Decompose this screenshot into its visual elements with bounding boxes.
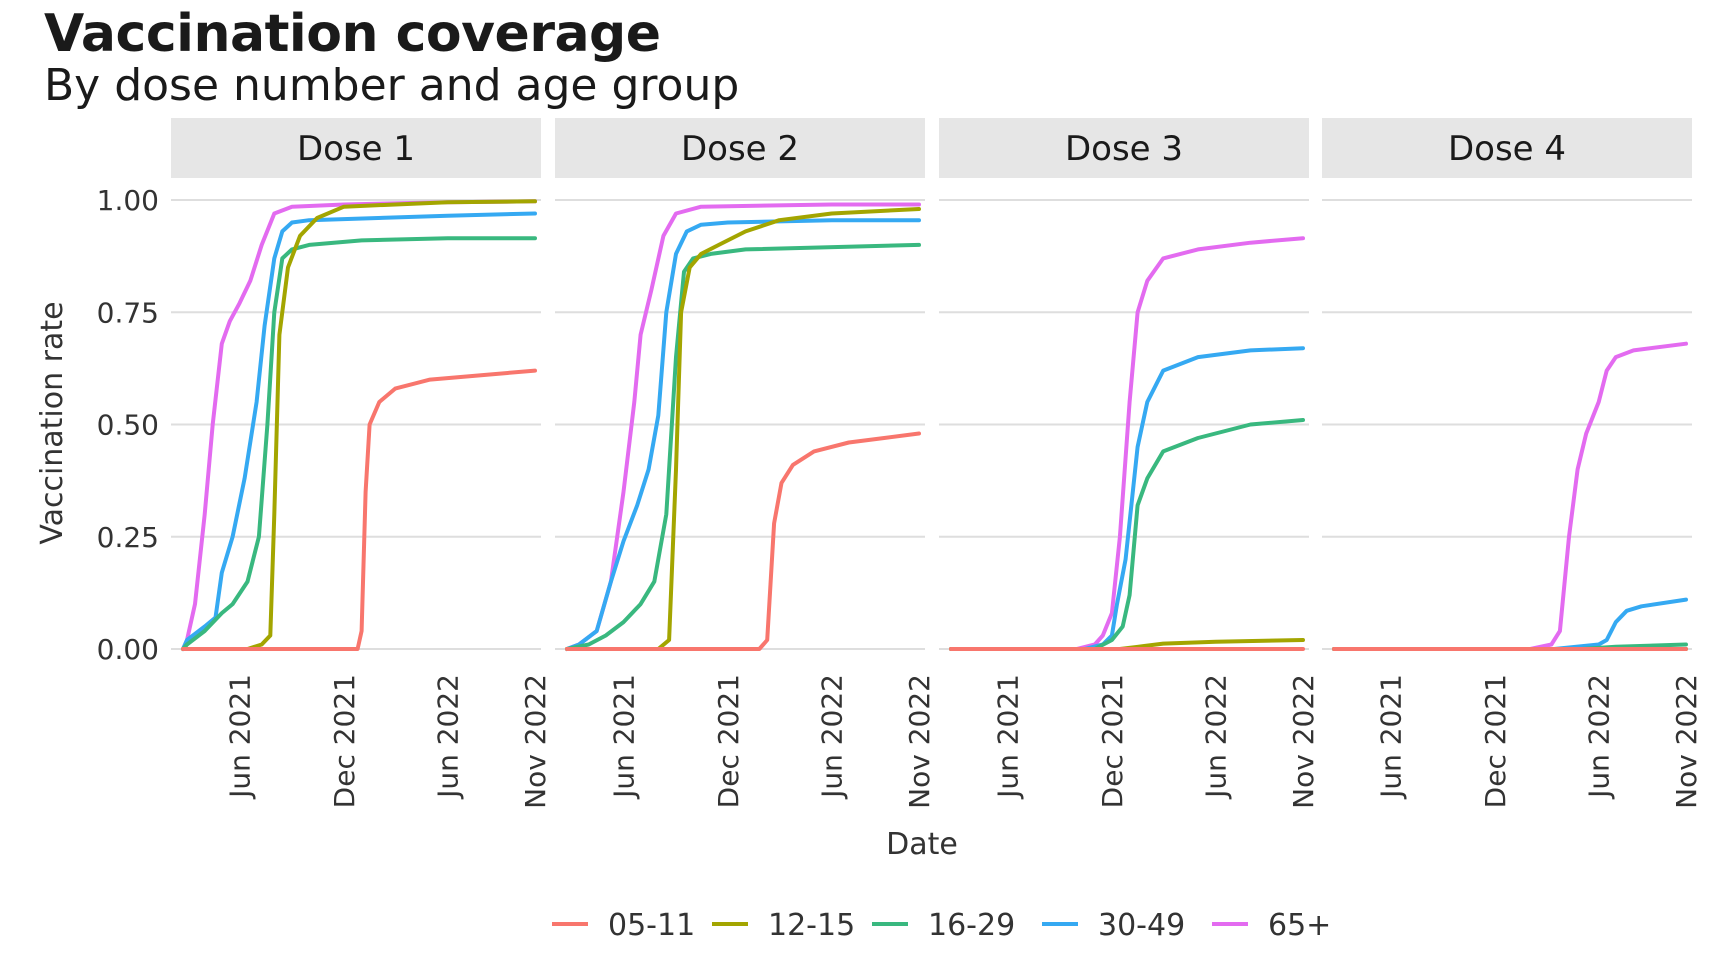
facet-strip-label: Dose 3 — [1065, 129, 1183, 169]
x-tick-label: Dec 2021 — [712, 674, 745, 808]
series-line-05-11 — [181, 368, 537, 651]
x-tick-label: Jun 2022 — [1200, 674, 1233, 800]
facets-layer: Dose 1 0.00 0.25 0.50 0.75 1.00 Jun 2021 Dec 20… — [97, 118, 1703, 809]
legend-label: 65+ — [1268, 908, 1331, 943]
facet-strip — [939, 118, 1309, 178]
series-line-12-15 — [181, 199, 537, 651]
x-tick-label: Nov 2022 — [1670, 674, 1703, 809]
x-tick-label: Jun 2021 — [991, 674, 1024, 800]
facet-strip-label: Dose 2 — [681, 129, 799, 169]
x-tick-label: Dec 2021 — [1479, 674, 1512, 808]
y-tick-label: 0.00 — [97, 633, 159, 666]
legend-item-12-15: 12-15 — [712, 908, 855, 943]
x-tick-label: Nov 2022 — [1287, 674, 1320, 809]
legend: 05-11 12-15 16-29 30-49 65+ — [552, 908, 1331, 943]
y-tick-label: 0.25 — [97, 521, 159, 554]
y-tick-label: 1.00 — [97, 184, 159, 217]
facet-panel-4: Dose 4 Jun 2021 Dec 2021 Jun 2022 Nov 2022 — [1322, 118, 1703, 809]
facet-panel-1: Dose 1 0.00 0.25 0.50 0.75 1.00 Jun 2021 Dec 20… — [97, 118, 552, 809]
legend-label: 05-11 — [608, 908, 695, 943]
x-tick-label: Nov 2022 — [903, 674, 936, 809]
series-line-16-29 — [181, 236, 537, 651]
series-line-30-49 — [565, 218, 921, 651]
legend-label: 16-29 — [928, 908, 1015, 943]
series-line-16-29 — [949, 418, 1305, 651]
facet-strip — [555, 118, 925, 178]
legend-label: 30-49 — [1098, 908, 1185, 943]
facet-strip — [1322, 118, 1692, 178]
legend-item-30-49: 30-49 — [1042, 908, 1185, 943]
x-tick-label: Jun 2022 — [1583, 674, 1616, 800]
series-line-30-49 — [1332, 597, 1688, 651]
x-tick-label: Jun 2022 — [432, 674, 465, 800]
facet-strip — [171, 118, 541, 178]
x-tick-label: Jun 2021 — [1374, 674, 1407, 800]
facet-panel-2: Dose 2 Jun 2021 Dec 2021 Jun 2022 Nov 2022 — [555, 118, 936, 809]
facet-strip-label: Dose 4 — [1448, 129, 1566, 169]
facet-panel-3: Dose 3 Jun 2021 Dec 2021 Jun 2022 Nov 2022 — [939, 118, 1320, 809]
x-tick-label: Jun 2021 — [607, 674, 640, 800]
y-tick-label: 0.50 — [97, 409, 159, 442]
series-line-05-11 — [565, 431, 921, 651]
series-line-65plus — [181, 199, 537, 651]
legend-item-16-29: 16-29 — [872, 908, 1015, 943]
x-tick-label: Dec 2021 — [328, 674, 361, 808]
series-line-30-49 — [181, 211, 537, 651]
series-line-16-29 — [565, 242, 921, 651]
legend-item-05-11: 05-11 — [552, 908, 695, 943]
series-line-65plus — [1332, 341, 1688, 651]
y-tick-label: 0.75 — [97, 296, 159, 329]
facet-strip-label: Dose 1 — [297, 129, 415, 169]
x-tick-label: Jun 2022 — [816, 674, 849, 800]
x-tick-label: Nov 2022 — [519, 674, 552, 809]
series-line-65plus — [565, 202, 921, 651]
legend-label: 12-15 — [768, 908, 855, 943]
legend-item-65plus: 65+ — [1212, 908, 1331, 943]
y-axis-title: Vaccination rate — [35, 301, 70, 544]
x-axis-title: Date — [886, 827, 958, 862]
chart-subtitle: By dose number and age group — [44, 60, 740, 111]
chart-title: Vaccination coverage — [44, 4, 661, 64]
x-tick-label: Dec 2021 — [1096, 674, 1129, 808]
x-tick-label: Jun 2021 — [223, 674, 256, 800]
series-line-65plus — [949, 236, 1305, 651]
series-line-12-15 — [565, 207, 921, 651]
